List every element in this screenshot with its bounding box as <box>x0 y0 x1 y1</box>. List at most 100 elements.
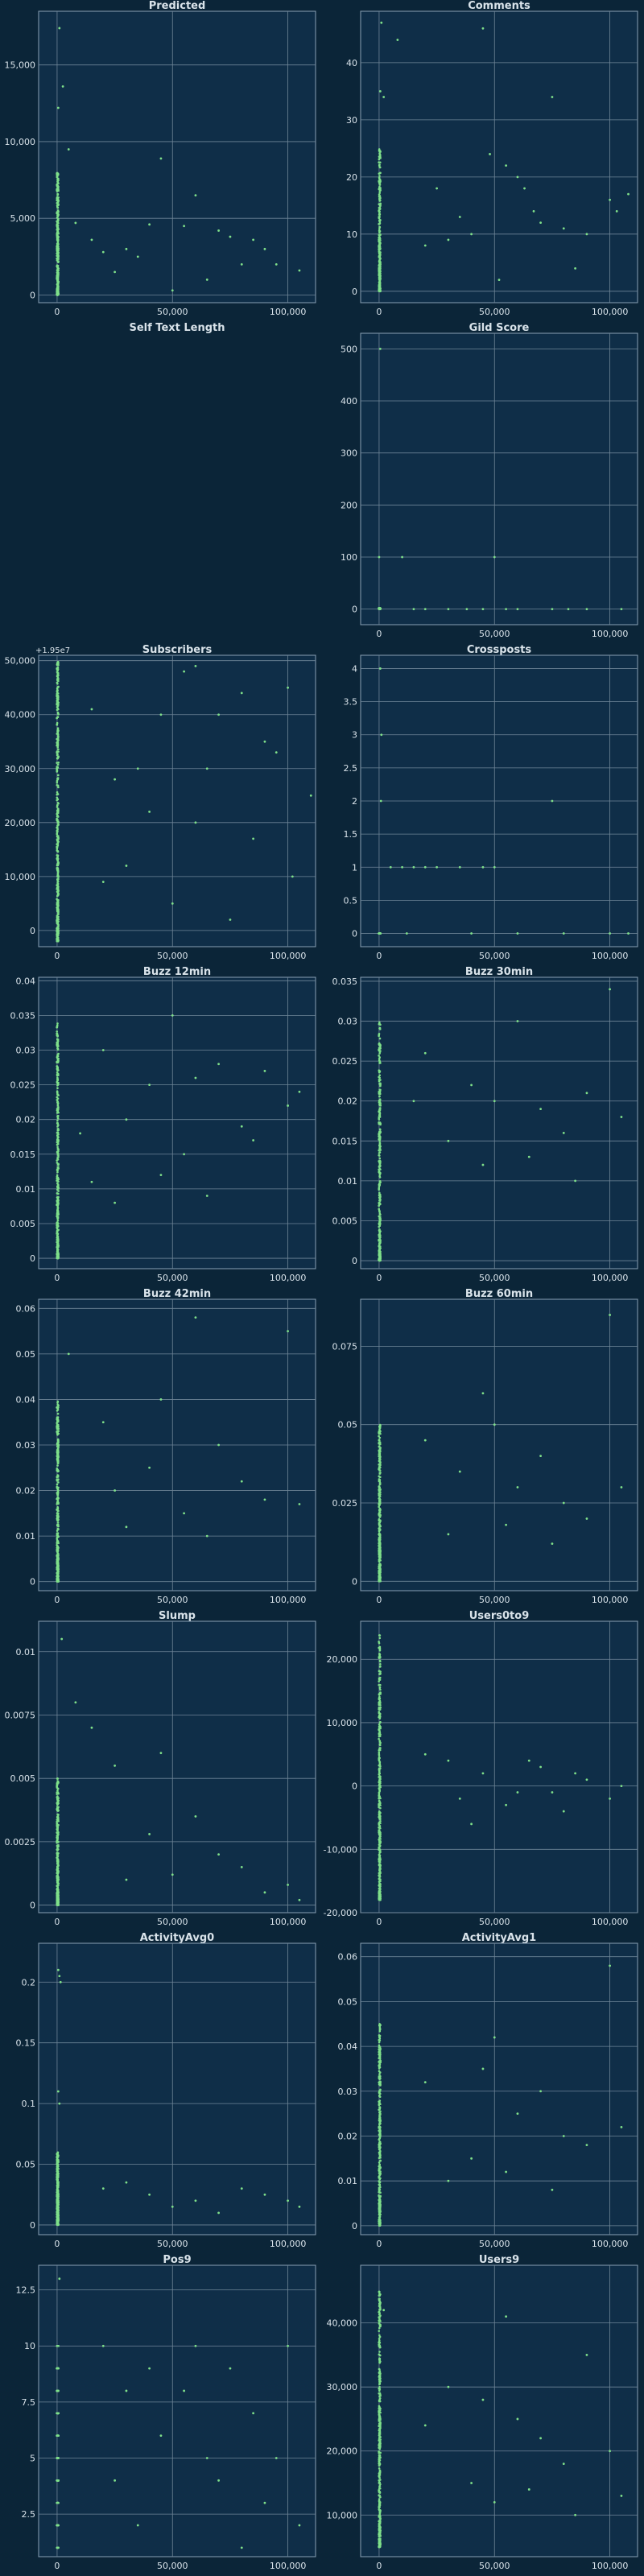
chart-title: Users9 <box>479 2254 519 2266</box>
y-tick-label: 3 <box>352 730 357 741</box>
chart-title: Buzz 60min <box>465 1288 533 1300</box>
data-point <box>56 1244 60 1246</box>
data-point <box>291 875 294 878</box>
data-point <box>539 1765 542 1769</box>
data-point <box>379 1171 382 1174</box>
data-point <box>56 2170 59 2173</box>
data-point <box>287 2199 289 2202</box>
data-point <box>57 1139 60 1141</box>
data-point <box>56 193 60 196</box>
data-point <box>56 1517 60 1521</box>
x-tick-label: 0 <box>54 1595 60 1605</box>
data-point <box>378 1430 381 1433</box>
data-point <box>447 1759 450 1762</box>
x-tick-label: 100,000 <box>592 951 629 961</box>
data-point <box>56 1486 59 1489</box>
data-point <box>378 1875 382 1878</box>
data-point <box>56 1535 60 1538</box>
data-point <box>56 1153 60 1156</box>
data-point <box>56 906 60 908</box>
data-point <box>56 223 59 226</box>
data-point <box>378 1100 382 1104</box>
y-tick-label: 0 <box>352 1576 357 1587</box>
data-point <box>378 1733 381 1736</box>
data-point <box>57 1148 60 1151</box>
data-point <box>56 774 60 777</box>
plot-area <box>38 976 316 1269</box>
data-point <box>56 2183 59 2186</box>
y-tick-label: 20 <box>346 172 357 183</box>
data-point <box>481 2067 485 2070</box>
data-point <box>56 817 58 820</box>
data-point <box>378 1137 382 1140</box>
data-point <box>379 2209 382 2212</box>
data-point <box>627 932 630 935</box>
data-point <box>57 232 60 235</box>
data-point <box>56 1410 59 1412</box>
data-point <box>114 270 117 274</box>
data-point <box>252 1139 254 1141</box>
data-point <box>562 227 565 230</box>
chart-title: Self Text Length <box>129 322 225 334</box>
data-point <box>183 1153 186 1156</box>
data-point <box>125 1878 128 1881</box>
y-tick-label: 0.005 <box>332 1216 358 1226</box>
data-point <box>57 1163 60 1166</box>
data-point <box>57 1542 60 1545</box>
y-tick-label: 100 <box>341 552 357 563</box>
data-point <box>56 845 59 848</box>
data-point <box>136 767 139 770</box>
data-point <box>379 233 382 236</box>
data-point <box>567 608 570 611</box>
data-point <box>101 881 105 883</box>
data-point <box>378 1472 382 1475</box>
data-point <box>56 1026 58 1029</box>
data-point <box>539 1455 542 1458</box>
data-point <box>56 716 59 720</box>
x-tick-label: 0 <box>376 951 382 961</box>
data-point <box>56 1506 59 1509</box>
data-point <box>56 1192 59 1195</box>
data-point <box>56 1176 60 1179</box>
data-point <box>378 1552 381 1554</box>
data-point <box>57 662 60 665</box>
data-point <box>378 1829 381 1831</box>
data-point <box>56 711 60 714</box>
data-point <box>458 1470 461 1473</box>
data-point <box>505 1523 507 1526</box>
data-point <box>378 1515 382 1518</box>
data-point <box>379 1102 382 1105</box>
data-point <box>56 1046 59 1050</box>
data-point <box>378 1445 381 1448</box>
data-point <box>56 1447 60 1450</box>
data-point <box>56 872 60 875</box>
data-point <box>125 865 128 867</box>
y-tick-label: 0.03 <box>338 1017 358 1027</box>
data-point <box>378 1814 382 1817</box>
data-point <box>205 767 208 770</box>
data-point <box>56 1108 60 1112</box>
data-point <box>378 2207 381 2210</box>
data-point <box>56 275 59 278</box>
data-point <box>56 1452 60 1455</box>
data-point <box>56 2206 60 2209</box>
data-point <box>378 1212 382 1215</box>
y-tick-label: 0.0025 <box>5 1837 36 1847</box>
data-point <box>56 1061 60 1063</box>
data-point <box>56 1174 59 1177</box>
data-point <box>378 248 381 250</box>
data-point <box>380 733 383 737</box>
y-tick-label: 0.025 <box>332 1056 358 1067</box>
data-point <box>378 1092 382 1096</box>
data-point <box>609 1797 611 1800</box>
data-point <box>171 1873 174 1876</box>
data-point <box>470 233 473 236</box>
data-point <box>67 148 70 151</box>
data-point <box>56 1862 59 1865</box>
data-point <box>379 154 382 156</box>
y-tick-label: 0.035 <box>10 1010 36 1021</box>
data-point <box>56 681 59 684</box>
data-point <box>378 1891 381 1893</box>
data-point <box>378 1500 382 1503</box>
